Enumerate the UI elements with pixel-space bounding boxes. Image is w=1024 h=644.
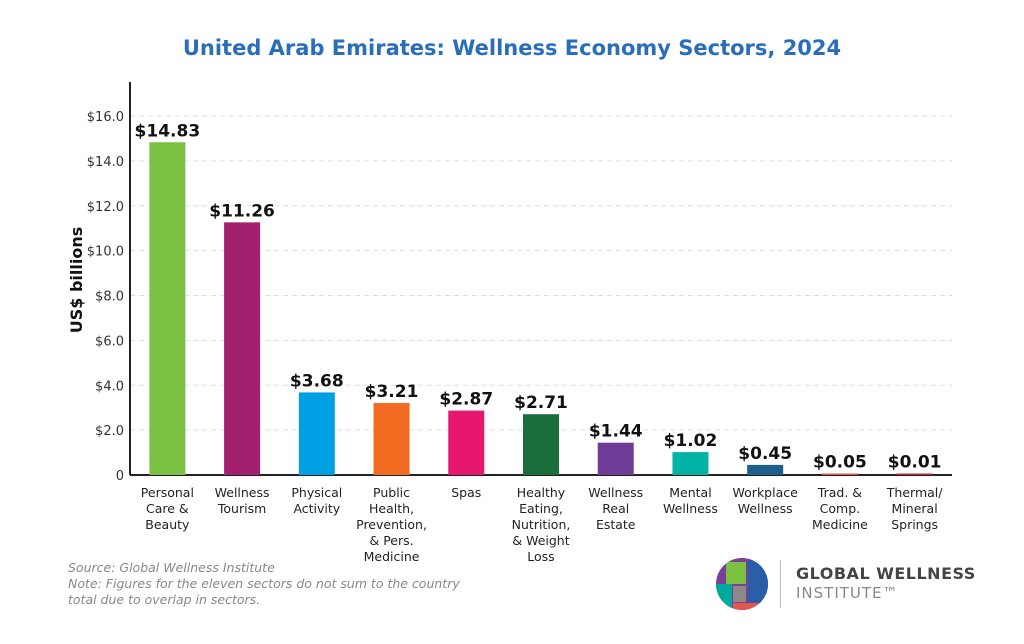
x-tick-label: Wellness xyxy=(738,501,793,516)
x-tick-label: Wellness xyxy=(663,501,718,516)
y-axis-label: US$ billions xyxy=(67,227,86,334)
x-tick-label: Beauty xyxy=(145,517,190,532)
data-label: $2.87 xyxy=(439,390,493,410)
bar xyxy=(373,402,410,475)
source-note: Source: Global Wellness Institute xyxy=(68,560,275,575)
y-tick-label: $16.0 xyxy=(87,110,124,125)
bar xyxy=(821,473,858,475)
data-label: $0.45 xyxy=(738,444,792,464)
data-label: $1.44 xyxy=(589,422,643,442)
bar xyxy=(896,473,933,475)
y-tick-label: $4.0 xyxy=(95,379,124,394)
bar xyxy=(298,392,335,475)
x-tick-label: Activity xyxy=(293,501,340,516)
y-tick-label: $10.0 xyxy=(87,245,124,260)
logo-text: GLOBAL WELLNESS xyxy=(796,564,976,583)
bar xyxy=(149,142,186,475)
y-tick-label: $8.0 xyxy=(95,290,124,305)
bar xyxy=(523,414,559,475)
logo-divider xyxy=(780,560,781,608)
x-tick-label: Trad. & xyxy=(817,485,862,500)
data-label: $3.21 xyxy=(365,382,419,402)
y-tick-label: $6.0 xyxy=(95,334,124,349)
x-tick-label: Springs xyxy=(891,517,938,532)
bar xyxy=(747,464,784,475)
data-label: $14.83 xyxy=(135,121,201,141)
x-tick-label: Care & xyxy=(146,501,189,516)
x-tick-label: Public xyxy=(373,485,410,500)
x-tick-label: Thermal/ xyxy=(886,485,943,500)
x-tick-label: & Pers. xyxy=(369,533,413,548)
x-tick-label: Comp. xyxy=(820,501,860,516)
x-tick-label: Workplace xyxy=(733,485,799,500)
logo-subtext: INSTITUTE™ xyxy=(796,584,899,602)
bar xyxy=(672,452,709,475)
x-tick-label: Tourism xyxy=(217,501,266,516)
x-tick-label: Estate xyxy=(596,517,636,532)
x-tick-label: Wellness xyxy=(215,485,270,500)
data-label: $3.68 xyxy=(290,371,344,391)
x-tick-label: Loss xyxy=(527,549,554,564)
data-label: $0.01 xyxy=(888,453,942,473)
x-tick-label: Personal xyxy=(141,485,194,500)
y-tick-label: 0 xyxy=(116,469,124,484)
bar xyxy=(224,222,261,475)
x-tick-label: Mental xyxy=(669,485,711,500)
chart-title: United Arab Emirates: Wellness Economy S… xyxy=(182,36,842,60)
x-tick-label: Medicine xyxy=(364,549,420,564)
gwi-logo-icon xyxy=(716,558,768,610)
overlap-note-2: total due to overlap in sectors. xyxy=(68,592,261,607)
bar xyxy=(597,442,634,475)
data-label: $1.02 xyxy=(664,431,718,451)
x-tick-label: Spas xyxy=(451,485,481,500)
x-tick-label: & Weight xyxy=(512,533,569,548)
y-tick-label: $14.0 xyxy=(87,155,124,170)
bar xyxy=(448,410,485,475)
x-tick-label: Mineral xyxy=(892,501,938,516)
data-label: $2.71 xyxy=(514,393,568,413)
y-tick-label: $2.0 xyxy=(95,424,124,439)
x-tick-label: Real xyxy=(602,501,629,516)
x-tick-label: Eating, xyxy=(519,501,563,516)
x-tick-label: Physical xyxy=(291,485,342,500)
x-tick-label: Wellness xyxy=(588,485,643,500)
data-label: $0.05 xyxy=(813,453,867,473)
x-tick-label: Healthy xyxy=(517,485,566,500)
gwi-logo: GLOBAL WELLNESS INSTITUTE™ xyxy=(714,556,1014,612)
x-tick-label: Prevention, xyxy=(356,517,427,532)
notes: Source: Global Wellness Institute Note: … xyxy=(68,560,460,608)
x-tick-label: Medicine xyxy=(812,517,868,532)
x-tick-label: Nutrition, xyxy=(512,517,571,532)
x-tick-label: Health, xyxy=(369,501,414,516)
overlap-note: Note: Figures for the eleven sectors do … xyxy=(68,576,460,591)
y-tick-label: $12.0 xyxy=(87,200,124,215)
data-label: $11.26 xyxy=(209,201,275,221)
